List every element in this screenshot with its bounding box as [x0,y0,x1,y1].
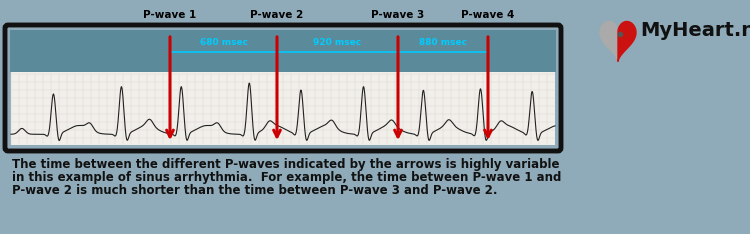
Polygon shape [600,22,636,62]
Bar [11,72,555,145]
Text: P-wave 3: P-wave 3 [371,10,424,20]
Text: 920 msec: 920 msec [314,38,362,47]
Polygon shape [618,22,636,62]
Text: 880 msec: 880 msec [419,38,467,47]
Text: MyHeart.net: MyHeart.net [640,21,750,40]
Text: 680 msec: 680 msec [200,38,248,47]
Text: P-wave 2 is much shorter than the time between P-wave 3 and P-wave 2.: P-wave 2 is much shorter than the time b… [12,184,497,197]
Text: in this example of sinus arrhythmia.  For example, the time between P-wave 1 and: in this example of sinus arrhythmia. For… [12,171,561,184]
Text: P-wave 4: P-wave 4 [461,10,514,20]
Text: P-wave 2: P-wave 2 [251,10,304,20]
Bar [10,30,556,72]
Text: The time between the different P-waves indicated by the arrows is highly variabl: The time between the different P-waves i… [12,158,560,171]
Text: P-wave 1: P-wave 1 [143,10,196,20]
